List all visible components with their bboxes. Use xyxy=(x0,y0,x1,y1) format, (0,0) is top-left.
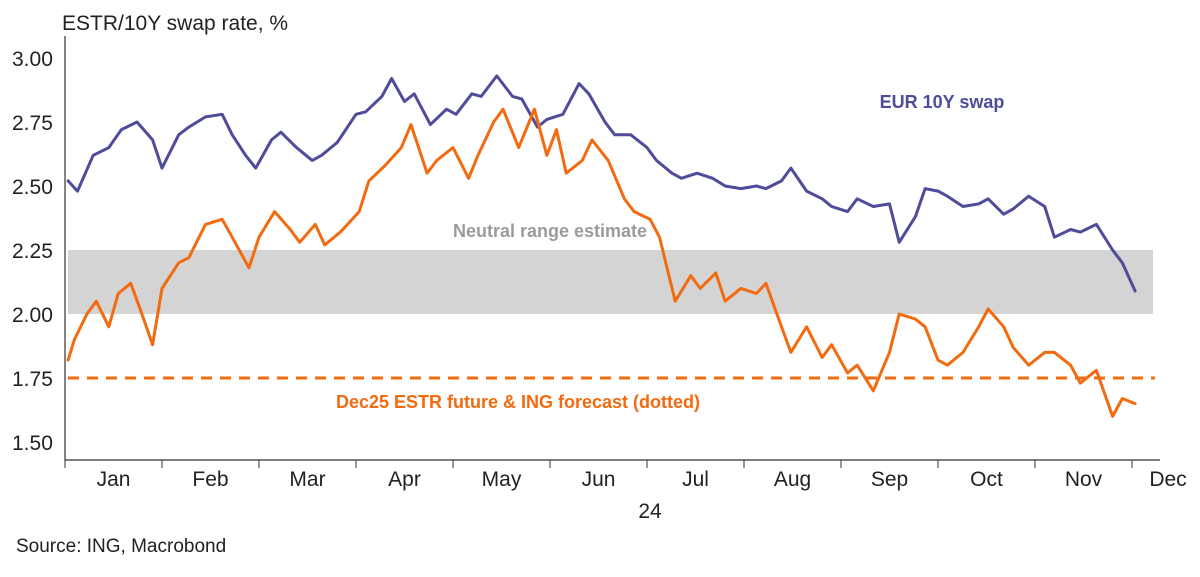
y-tick-label-2: 2.50 xyxy=(12,176,53,199)
x-tick-label-jan: Jan xyxy=(97,468,131,491)
x-tick-label-mar: Mar xyxy=(289,468,325,491)
neutral-range-band-layer xyxy=(68,250,1153,314)
x-tick-label-nov: Nov xyxy=(1065,468,1103,491)
series-line-dec25-estr-future xyxy=(66,107,1137,418)
series-line-eur-10y-swap xyxy=(66,74,1137,293)
x-tick-label-aug: Aug xyxy=(774,468,811,491)
y-tick-label-0: 3.00 xyxy=(12,48,53,71)
axis-layer: 3.00 2.75 2.50 2.25 2.00 1.75 1.50 Jan Feb Mar Apr… xyxy=(12,36,1187,523)
series-layer xyxy=(66,74,1155,418)
y-tick-label-3: 2.25 xyxy=(12,240,53,263)
label-layer: Neutral range estimate Dec25 ESTR future … xyxy=(336,92,1004,412)
y-tick-label-1: 2.75 xyxy=(12,112,53,135)
x-tick-label-apr: Apr xyxy=(388,468,421,491)
x-tick-label-feb: Feb xyxy=(192,468,228,491)
forecast-label: Dec25 ESTR future & ING forecast (dotted… xyxy=(336,392,700,412)
series-label-eur-10y-swap: EUR 10Y swap xyxy=(880,92,1005,112)
x-tick-label-dec: Dec xyxy=(1149,468,1186,491)
neutral-range-band xyxy=(68,250,1153,314)
y-tick-label-5: 1.75 xyxy=(12,368,53,391)
neutral-range-label: Neutral range estimate xyxy=(453,221,647,241)
x-tick-label-may: May xyxy=(482,468,522,491)
chart-title: ESTR/10Y swap rate, % xyxy=(62,12,289,35)
x-tick-label-oct: Oct xyxy=(970,468,1003,491)
source-note: Source: ING, Macrobond xyxy=(16,536,227,557)
y-tick-label-4: 2.00 xyxy=(12,304,53,327)
x-year-label: 24 xyxy=(638,500,662,523)
x-tick-label-jul: Jul xyxy=(682,468,709,491)
x-tick-label-sep: Sep xyxy=(871,468,908,491)
x-tick-label-jun: Jun xyxy=(582,468,616,491)
y-tick-label-6: 1.50 xyxy=(12,432,53,455)
